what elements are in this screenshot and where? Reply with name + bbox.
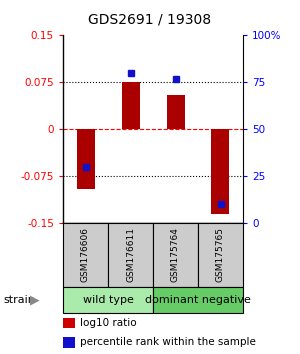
Bar [212, 129, 230, 214]
Text: dominant negative: dominant negative [145, 295, 251, 305]
Text: log10 ratio: log10 ratio [80, 318, 136, 328]
Text: strain: strain [3, 295, 35, 305]
Bar [198, 223, 243, 287]
Text: GSM175765: GSM175765 [216, 227, 225, 282]
Bar [76, 129, 94, 189]
Text: wild type: wild type [82, 295, 134, 305]
Bar [63, 287, 153, 313]
Text: GDS2691 / 19308: GDS2691 / 19308 [88, 12, 212, 27]
Text: GSM175764: GSM175764 [171, 227, 180, 282]
Text: GSM176606: GSM176606 [81, 227, 90, 282]
Bar [153, 223, 198, 287]
Bar [122, 82, 140, 129]
Bar [108, 223, 153, 287]
Bar [63, 223, 108, 287]
Text: percentile rank within the sample: percentile rank within the sample [80, 337, 255, 347]
Bar [153, 287, 243, 313]
Bar [167, 95, 184, 129]
Text: ▶: ▶ [30, 293, 39, 307]
Text: GSM176611: GSM176611 [126, 227, 135, 282]
